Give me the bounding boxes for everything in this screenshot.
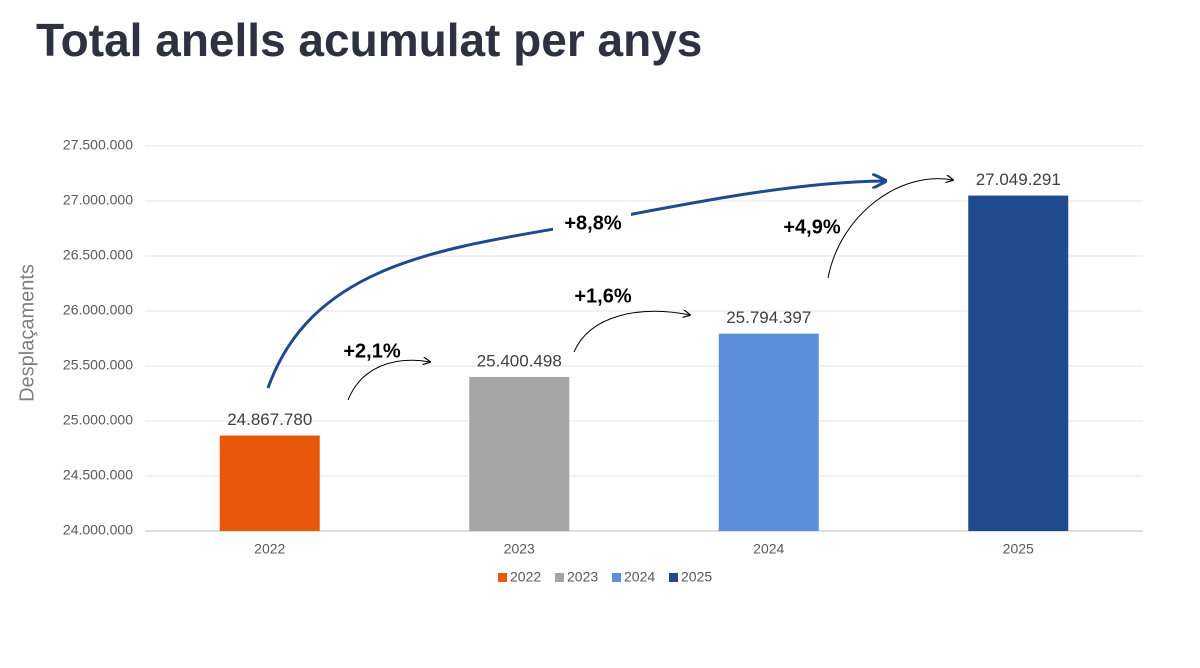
y-tick-label: 24.000.000	[63, 522, 133, 538]
y-tick-label: 26.000.000	[63, 302, 133, 318]
annotation: +2,1%	[343, 340, 400, 362]
y-tick-label: 25.000.000	[63, 412, 133, 428]
data-label: 25.794.397	[726, 308, 811, 327]
annotation: +1,6%	[574, 285, 631, 307]
chart-title: Total anells acumulat per anys	[36, 14, 702, 66]
legend-label: 2022	[510, 569, 541, 585]
arrow	[827, 179, 953, 279]
y-tick-label: 24.500.000	[63, 467, 133, 483]
x-tick-label: 2022	[254, 541, 285, 557]
bar	[968, 195, 1069, 531]
label-bg	[553, 209, 631, 239]
legend-label: 2025	[681, 569, 712, 585]
data-label: 24.867.780	[227, 410, 312, 429]
annotation: +4,9%	[783, 216, 840, 238]
annotation: +8,8%	[564, 212, 621, 234]
bar	[469, 376, 570, 531]
bar	[718, 333, 819, 531]
arrow	[573, 311, 690, 353]
x-tick-label: 2025	[1003, 541, 1034, 557]
x-tick-label: 2024	[753, 541, 784, 557]
data-label: 27.049.291	[976, 170, 1061, 189]
y-tick-label: 25.500.000	[63, 357, 133, 373]
y-tick-label: 27.000.000	[63, 192, 133, 208]
data-label: 25.400.498	[477, 351, 562, 370]
bar	[219, 435, 320, 531]
y-tick-label: 27.500.000	[63, 137, 133, 153]
legend-label: 2024	[624, 569, 655, 585]
legend-swatch	[612, 573, 621, 582]
arrow	[347, 360, 430, 401]
legend-swatch	[669, 573, 678, 582]
y-tick-label: 26.500.000	[63, 247, 133, 263]
x-tick-label: 2023	[504, 541, 535, 557]
y-axis-title: Desplaçaments	[16, 264, 38, 402]
legend-swatch	[555, 573, 564, 582]
legend-label: 2023	[567, 569, 598, 585]
legend-swatch	[498, 573, 507, 582]
